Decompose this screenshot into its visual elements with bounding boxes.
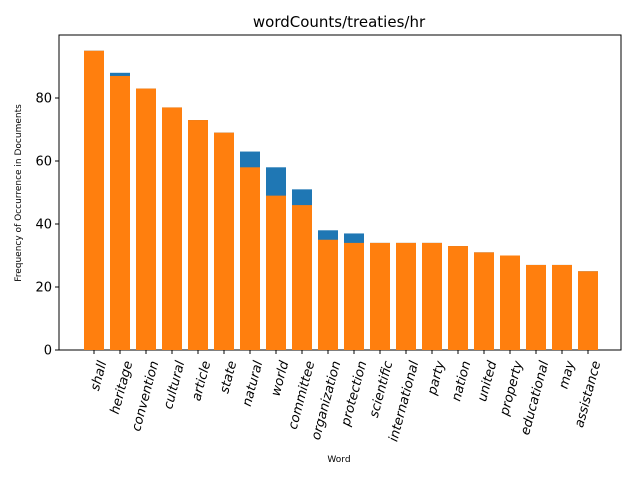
bar-front-state [214,132,234,350]
bar-front-international [396,242,416,350]
x-tick-label-party: party [425,359,449,397]
bar-front-world [266,195,286,350]
bar-front-shall [84,50,104,350]
x-tick-label-cultural: cultural [161,359,188,411]
x-axis-title: Word [327,455,350,465]
y-tick-label: 0 [44,344,52,359]
y-axis: 0 20 40 60 80 [35,92,59,359]
y-axis-title: Frequency of Occurrence in Documents [14,104,24,282]
x-tick-label-protection: protection [338,359,370,428]
y-tick-label: 80 [35,92,52,107]
bar-front-nation [448,246,468,350]
y-tick-label: 40 [35,218,52,233]
bar-front-assistance [578,271,598,350]
x-tick-label-heritage: heritage [108,359,137,416]
bar-front-article [188,120,208,350]
bar-front-scientific [370,242,390,350]
bar-front-may [552,264,572,350]
bar-front-convention [136,88,156,351]
bar-front-cultural [162,107,182,350]
bar-front-protection [344,242,364,350]
bar-front-property [500,255,520,350]
bar-front-committee [292,205,312,350]
chart-title: wordCounts/treaties/hr [253,13,426,31]
x-tick-label-state: state [217,359,240,395]
bars-group [84,50,598,351]
x-tick-label-may: may [557,359,579,391]
x-tick-label-article: article [189,359,214,402]
y-tick-label: 20 [35,281,52,296]
bar-front-educational [526,264,546,350]
x-tick-label-shall: shall [88,359,110,392]
y-tick-label: 60 [35,155,52,170]
x-tick-label-scientific: scientific [367,359,397,419]
x-tick-label-natural: natural [240,359,267,408]
plot-frame [58,34,622,351]
bar-front-united [474,252,494,350]
x-tick-label-nation: nation [449,359,474,403]
bar-front-party [422,242,442,350]
x-tick-label-united: united [475,359,500,404]
bar-front-heritage [110,75,130,350]
x-tick-label-world: world [269,359,293,398]
bar-front-natural [240,167,260,350]
x-tick-label-property: property [497,359,526,418]
bar-front-organization [318,239,338,350]
x-tick-label-assistance: assistance [572,359,604,429]
